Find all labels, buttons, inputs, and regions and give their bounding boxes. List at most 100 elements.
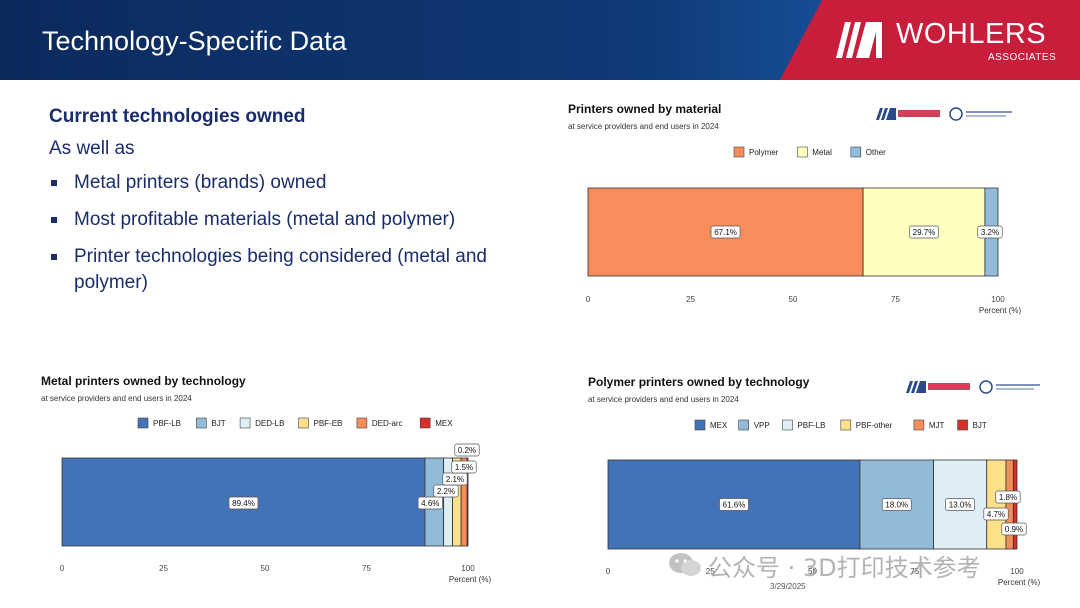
legend-swatch bbox=[137, 417, 149, 429]
data-label: 89.4% bbox=[232, 499, 255, 508]
data-label-box bbox=[995, 490, 1021, 504]
x-tick-label: 75 bbox=[362, 564, 371, 573]
legend-label: PBF-EB bbox=[314, 419, 343, 428]
legend-swatch bbox=[196, 417, 207, 429]
brand-panel bbox=[780, 0, 1080, 80]
legend-swatch bbox=[738, 419, 750, 431]
data-label-box bbox=[417, 496, 443, 510]
legend-swatch bbox=[694, 419, 706, 431]
x-tick-label: 100 bbox=[991, 295, 1005, 304]
wechat-icon bbox=[669, 553, 701, 576]
data-label: 0.2% bbox=[458, 446, 476, 455]
content-subheading: As well as bbox=[49, 138, 135, 159]
x-tick-label: 75 bbox=[910, 567, 919, 576]
bullet-item: Most profitable materials (metal and pol… bbox=[49, 207, 549, 233]
legend-swatch bbox=[419, 417, 431, 429]
legend-label: MEX bbox=[435, 419, 453, 428]
legend-label: Polymer bbox=[749, 148, 779, 157]
legend-swatch bbox=[733, 146, 745, 158]
x-tick-label: 75 bbox=[891, 295, 900, 304]
bar-segment bbox=[466, 457, 469, 547]
data-label-box bbox=[719, 498, 749, 511]
data-label: 61.6% bbox=[723, 501, 746, 510]
data-label-box bbox=[909, 225, 939, 239]
data-label-box bbox=[945, 498, 975, 511]
mini-wohlers-logo-icon bbox=[906, 380, 1040, 394]
data-label-box bbox=[983, 507, 1009, 521]
legend-swatch bbox=[796, 146, 808, 158]
legend-label: PBF-LB bbox=[797, 421, 825, 430]
data-label-box bbox=[710, 225, 741, 239]
data-label-box bbox=[451, 460, 477, 474]
chart-subtitle-material: at service providers and end users in 20… bbox=[568, 122, 719, 131]
x-axis-label: Percent (%) bbox=[449, 575, 492, 584]
legend-swatch bbox=[356, 417, 368, 429]
x-tick-label: 0 bbox=[60, 564, 65, 573]
bar-segment bbox=[986, 459, 1007, 550]
x-axis-label: Percent (%) bbox=[979, 306, 1022, 315]
data-label: 13.0% bbox=[949, 501, 972, 510]
bar-segment bbox=[1012, 459, 1018, 550]
data-label: 3.2% bbox=[981, 228, 999, 237]
legend-label: MJT bbox=[929, 421, 945, 430]
x-tick-label: 0 bbox=[606, 567, 611, 576]
content-heading: Current technologies owned bbox=[49, 106, 306, 127]
legend-label: PBF-other bbox=[856, 421, 893, 430]
page-title: Technology-Specific Data bbox=[42, 26, 347, 56]
x-tick-label: 0 bbox=[586, 295, 591, 304]
x-tick-label: 50 bbox=[261, 564, 270, 573]
legend-swatch bbox=[840, 419, 852, 431]
data-label: 18.0% bbox=[885, 501, 908, 510]
x-axis-label: Percent (%) bbox=[998, 578, 1041, 587]
legend-label: Metal bbox=[812, 148, 832, 157]
data-label-box bbox=[1001, 522, 1027, 536]
data-label: 2.2% bbox=[437, 487, 455, 496]
wohlers-logo-icon bbox=[836, 22, 882, 58]
legend-swatch bbox=[298, 417, 309, 429]
data-label: 0.9% bbox=[1005, 525, 1023, 534]
chart-title-metal: Metal printers owned by technology bbox=[41, 374, 246, 388]
x-tick-label: 25 bbox=[706, 567, 715, 576]
data-label: 1.8% bbox=[999, 493, 1017, 502]
chart-title-polymer: Polymer printers owned by technology bbox=[588, 375, 810, 389]
bullet-item: Metal printers (brands) owned bbox=[49, 170, 549, 196]
legend-label: Other bbox=[866, 148, 886, 157]
data-label: 4.6% bbox=[421, 499, 439, 508]
legend-label: BJT bbox=[973, 421, 987, 430]
data-label-box bbox=[228, 496, 259, 510]
x-tick-label: 50 bbox=[789, 295, 798, 304]
data-label-box bbox=[881, 498, 912, 511]
brand-subtitle: ASSOCIATES bbox=[988, 52, 1057, 63]
brand-name: WOHLERS bbox=[896, 18, 1047, 50]
chart-title-material: Printers owned by material bbox=[568, 102, 722, 116]
data-label-box bbox=[977, 225, 1003, 239]
x-tick-label: 100 bbox=[461, 564, 475, 573]
legend-swatch bbox=[782, 419, 793, 431]
watermark-text: 公众号 · 3D打印技术参考 bbox=[708, 554, 981, 582]
legend-label: MEX bbox=[710, 421, 728, 430]
bullet-item: Printer technologies being considered (m… bbox=[49, 244, 549, 296]
legend-swatch bbox=[850, 146, 862, 158]
legend-label: VPP bbox=[754, 421, 770, 430]
bar-segment bbox=[1005, 459, 1014, 550]
legend-swatch bbox=[957, 419, 968, 431]
legend-label: DED-LB bbox=[255, 419, 284, 428]
x-tick-label: 50 bbox=[808, 567, 817, 576]
data-label: 2.1% bbox=[446, 475, 464, 484]
chart-subtitle-polymer: at service providers and end users in 20… bbox=[588, 395, 739, 404]
legend-swatch bbox=[913, 419, 925, 431]
data-label: 67.1% bbox=[714, 228, 737, 237]
bullet-list: Metal printers (brands) owned Most profi… bbox=[49, 170, 549, 296]
legend-label: PBF-LB bbox=[153, 419, 181, 428]
legend-swatch bbox=[239, 417, 251, 429]
legend-label: DED-arc bbox=[372, 419, 403, 428]
data-label: 29.7% bbox=[913, 228, 936, 237]
x-tick-label: 100 bbox=[1010, 567, 1024, 576]
data-label: 4.7% bbox=[987, 510, 1005, 519]
chart-subtitle-metal: at service providers and end users in 20… bbox=[41, 394, 192, 403]
mini-wohlers-logo-icon bbox=[876, 107, 1012, 121]
header-bar: Technology-Specific Data WOHLERS ASSOCIA… bbox=[0, 0, 1080, 80]
data-label-box bbox=[454, 443, 480, 457]
footer-date: 3/29/2025 bbox=[770, 582, 806, 591]
